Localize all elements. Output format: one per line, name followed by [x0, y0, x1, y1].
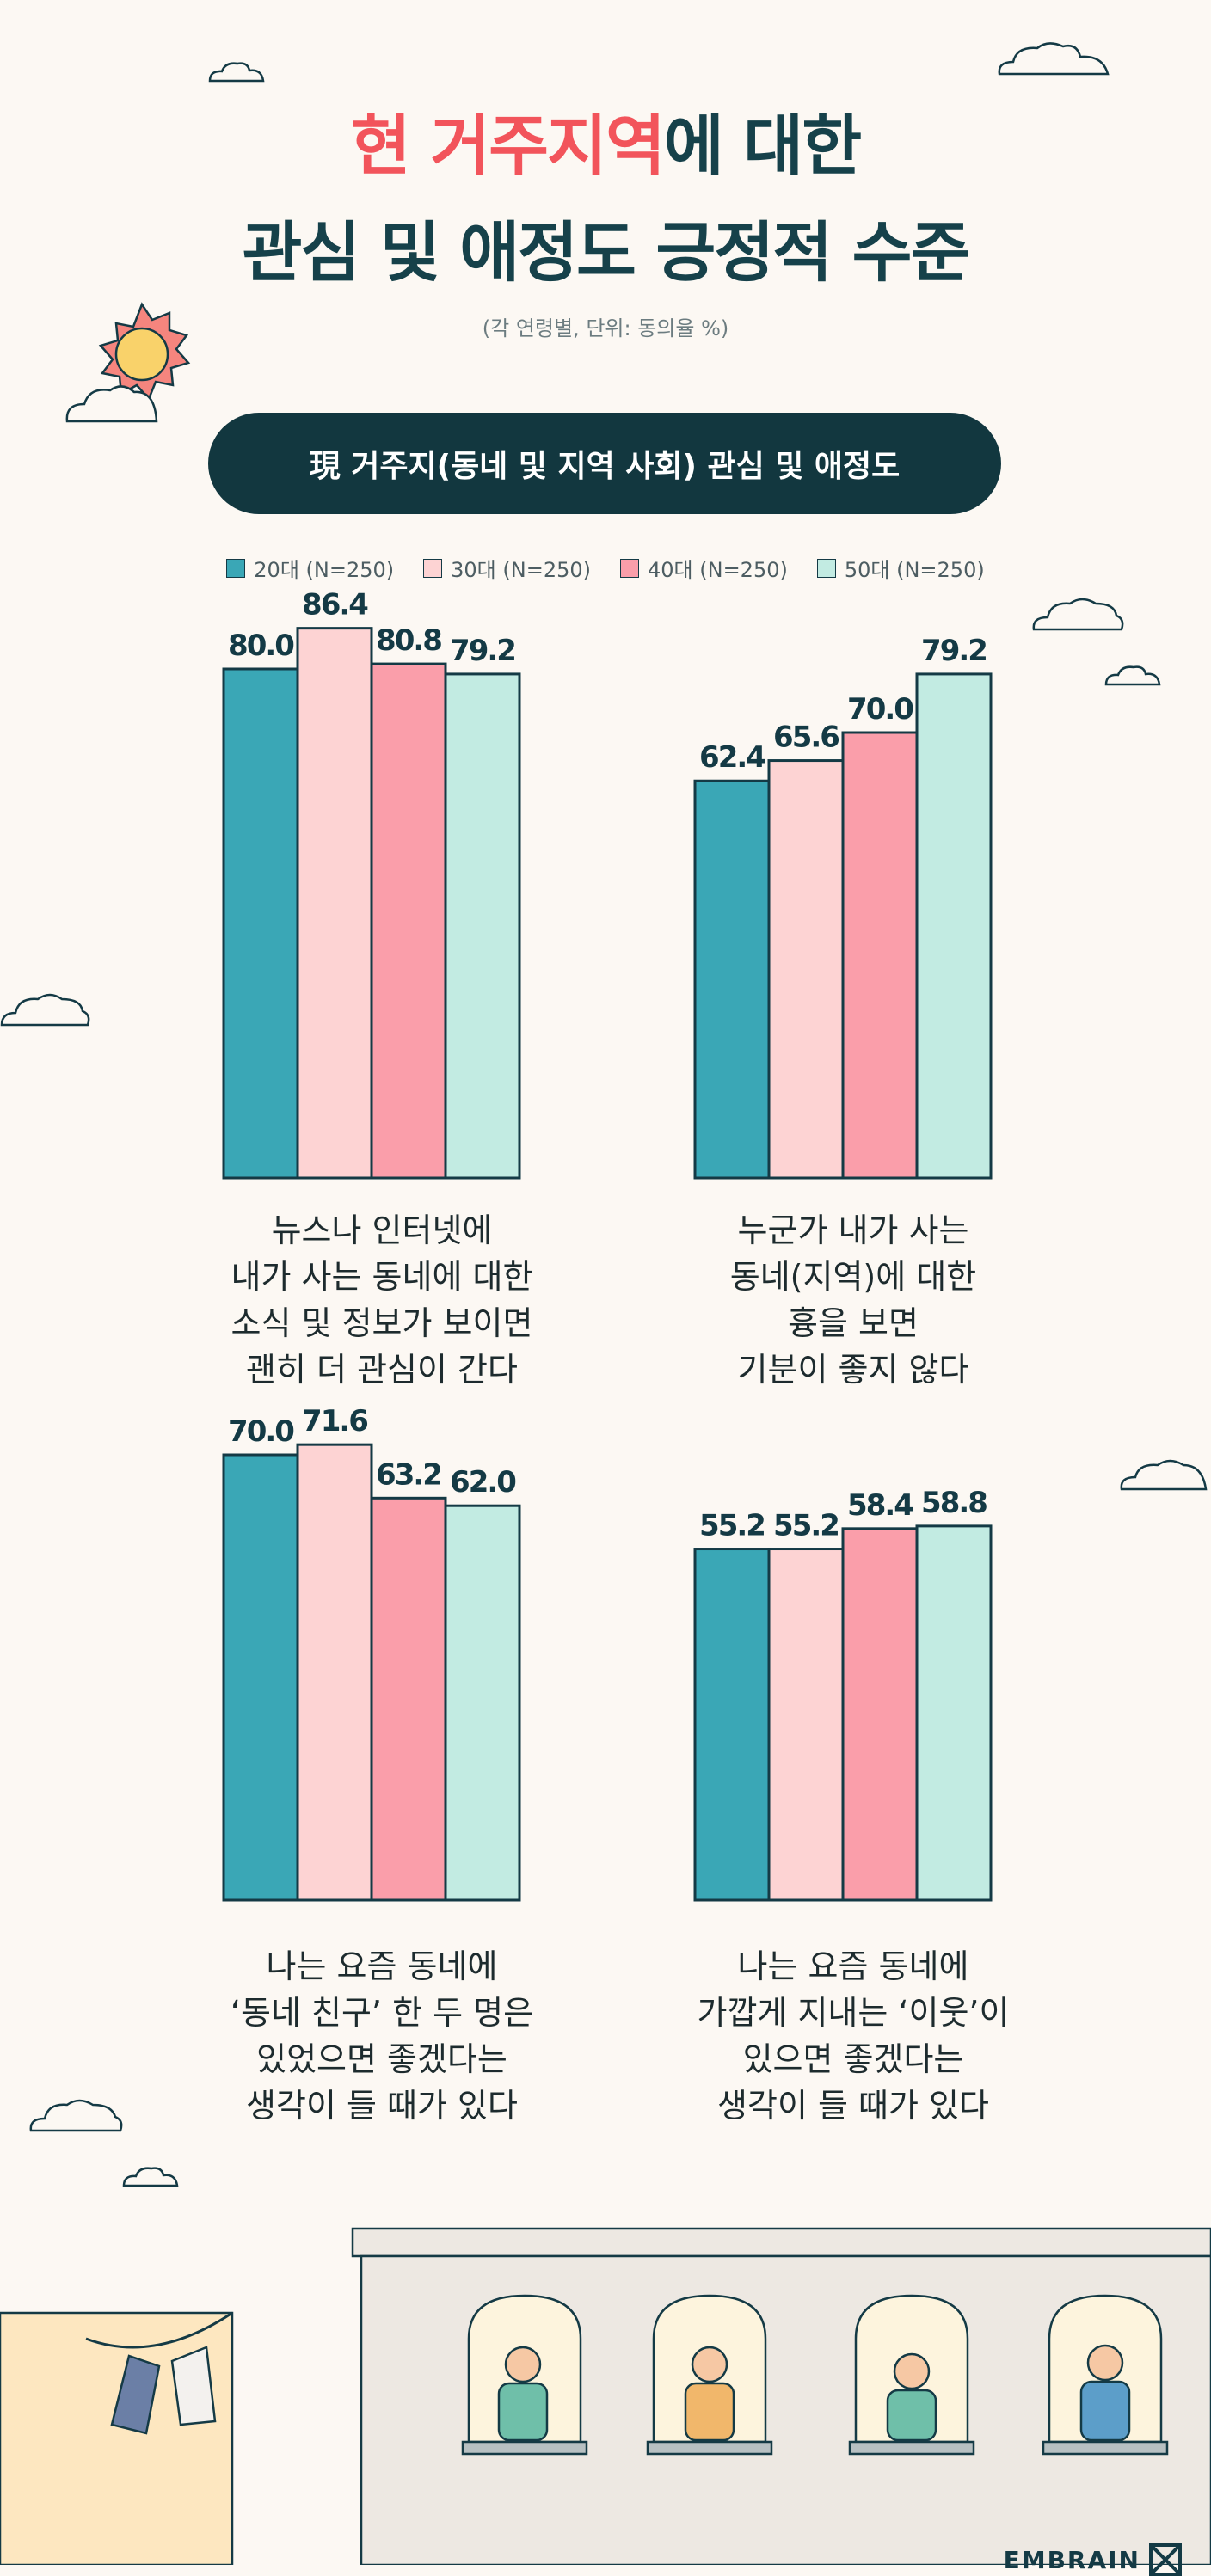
caption-line: 생각이 들 때가 있다: [246, 2087, 518, 2125]
section-title-pill: 現 거주지(동네 및 지역 사회) 관심 및 애정도: [208, 413, 1001, 514]
caption-line: 내가 사는 동네에 대한: [231, 1258, 533, 1296]
legend-swatch: [620, 558, 639, 578]
legend-label: 20대 (N=250): [254, 558, 395, 582]
bar-40s: [841, 1527, 919, 1902]
data-label: 86.4: [302, 588, 368, 623]
bar-30s: [767, 759, 845, 1180]
caption-line: 가깝게 지내는 ‘이웃’이: [697, 1994, 1010, 2032]
sun-icon: [65, 302, 191, 423]
legend-swatch: [423, 558, 443, 578]
bar-20s: [693, 779, 771, 1180]
cloud-decoration: [208, 62, 265, 83]
legend-label: 50대 (N=250): [844, 558, 985, 582]
caption-line: 누군가 내가 사는: [737, 1211, 969, 1249]
data-label: 79.2: [921, 634, 987, 668]
legend-label: 30대 (N=250): [451, 558, 591, 582]
data-label: 55.2: [699, 1509, 765, 1543]
bar-30s: [296, 1443, 373, 1902]
logo-mark-icon: [1149, 2543, 1182, 2576]
caption-line: 소식 및 정보가 보이면: [231, 1304, 533, 1342]
bar-20s: [222, 667, 299, 1180]
legend-swatch: [816, 558, 836, 578]
caption-line: 뉴스나 인터넷에: [271, 1211, 493, 1249]
bar-chart-want-neighbor: 55.2 55.258.4 58.8: [693, 1486, 993, 1902]
caption-line: 기분이 좋지 않다: [737, 1351, 969, 1389]
cloud-decoration: [122, 2167, 179, 2187]
legend: 20대 (N=250) 30대 (N=250) 40대 (N=250) 50대 (N=…: [0, 553, 1211, 583]
logo-text: EMBRAIN: [1003, 2545, 1140, 2574]
bar-40s: [370, 662, 447, 1180]
bar-50s: [444, 1504, 521, 1902]
data-label: 62.4: [699, 740, 765, 775]
cloud-decoration: [1120, 1459, 1208, 1491]
bar-20s: [222, 1453, 299, 1902]
bar-chart-want-local-friend: 70.0 71.6 63.2 62.0: [222, 1404, 521, 1902]
caption-line: 괜히 더 관심이 간다: [246, 1351, 518, 1389]
cloud-decoration: [0, 993, 90, 1027]
data-label: 70.0: [847, 692, 913, 727]
page-title-line-2: 관심 및 애정도 긍정적 수준: [242, 214, 971, 291]
bar-40s: [370, 1496, 447, 1902]
legend-item: 20대 (N=250): [226, 553, 394, 583]
data-label: 65.6: [773, 721, 839, 755]
legend-item: 50대 (N=250): [816, 553, 985, 583]
title-rest: 에 대한: [663, 107, 862, 184]
caption-line: 흉을 보면: [788, 1304, 919, 1342]
bar-20s: [693, 1548, 771, 1902]
data-label: 80.0: [228, 629, 294, 663]
caption-line: 동네(지역)에 대한: [729, 1258, 977, 1296]
caption-line: 나는 요즘 동네에: [737, 1947, 969, 1985]
caption-line: ‘동네 친구’ 한 두 명은: [230, 1994, 534, 2032]
title-highlight: 현 거주지역: [350, 107, 666, 184]
bar-30s: [767, 1548, 845, 1902]
data-label: 58.4: [847, 1488, 913, 1523]
data-label: 63.2: [376, 1457, 441, 1492]
cloud-decoration: [998, 42, 1110, 76]
unit-note: (각 연령별, 단위: 동의율 %): [482, 316, 729, 340]
bar-30s: [296, 627, 373, 1180]
legend-label: 40대 (N=250): [648, 558, 788, 582]
bar-chart-local-news-interest: 80.086.480.8 79.2: [222, 588, 521, 1180]
building-illustration: [0, 2227, 1211, 2565]
data-label: 70.0: [228, 1414, 294, 1449]
legend-item: 40대 (N=250): [620, 553, 788, 583]
data-label: 80.8: [376, 623, 441, 658]
section-title: 現 거주지(동네 및 지역 사회) 관심 및 애정도: [309, 449, 901, 484]
legend-item: 30대 (N=250): [423, 553, 591, 583]
data-label: 55.2: [773, 1509, 839, 1543]
page-title-line-1: 현 거주지역에 대한: [0, 93, 1211, 187]
legend-swatch: [226, 558, 246, 578]
embrain-logo: EMBRAIN: [1004, 2543, 1182, 2576]
bar-40s: [841, 731, 919, 1180]
caption-line: 있으면 좋겠다는: [742, 2040, 964, 2078]
caption-line: 생각이 들 때가 있다: [717, 2087, 989, 2125]
cloud-decoration: [1104, 665, 1161, 686]
cloud-decoration: [1032, 598, 1124, 631]
data-label: 62.0: [450, 1465, 516, 1500]
caption-line: 나는 요즘 동네에: [266, 1947, 498, 1985]
bar-50s: [915, 1524, 993, 1902]
data-label: 79.2: [450, 634, 515, 668]
cloud-decoration: [29, 2099, 123, 2132]
bar-50s: [915, 672, 993, 1180]
bar-chart-bad-mouthing-upset: 62.465.670.079.2: [693, 634, 993, 1180]
bar-50s: [444, 672, 521, 1180]
caption-line: 있었으면 좋겠다는: [256, 2040, 507, 2078]
data-label: 71.6: [302, 1404, 367, 1438]
data-label: 58.8: [921, 1486, 987, 1520]
